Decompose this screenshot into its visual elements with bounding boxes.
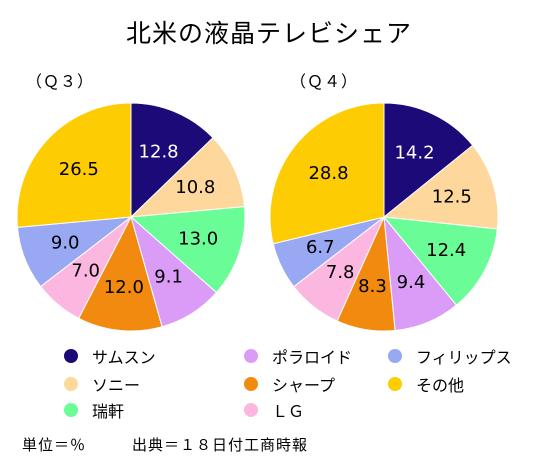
slice-value-label: 9.0	[51, 232, 80, 253]
pie-slice	[16, 102, 132, 228]
legend-label: ソニー	[92, 376, 141, 395]
unit-note: 単位＝％	[22, 436, 87, 454]
slice-value-label: 12.0	[104, 277, 144, 298]
pie-slice	[382, 144, 499, 230]
pie-slice	[78, 215, 163, 332]
pie-slice	[129, 206, 246, 294]
legend-item: サムスン	[64, 345, 156, 367]
slice-value-label: 9.1	[154, 266, 183, 287]
slice-value-label: 28.8	[308, 163, 348, 184]
slice-value-label: 8.3	[358, 276, 387, 297]
slice-value-label: 26.5	[59, 159, 99, 180]
source-note: 出典＝１８日付工商時報	[132, 436, 309, 454]
legend-label: 瑞軒	[92, 402, 125, 421]
legend-item: ソニー	[64, 373, 140, 395]
slice-value-label: 6.7	[306, 237, 335, 258]
legend-item: 瑞軒	[64, 399, 124, 421]
legend-item: フィリップス	[388, 345, 512, 367]
pie-slice	[382, 216, 498, 306]
pie-slice	[130, 102, 214, 219]
pie-q3-label: （Ｑ３）	[26, 72, 95, 91]
legend-label: ＬＧ	[272, 402, 305, 421]
legend-swatch	[64, 403, 78, 417]
slice-value-label: 12.4	[426, 240, 466, 261]
slice-value-label: 12.5	[432, 187, 472, 208]
slice-value-label: 7.8	[326, 262, 355, 283]
legend-item: ポラロイド	[244, 345, 352, 367]
legend-item: シャープ	[244, 373, 335, 395]
pie-slice	[269, 102, 385, 245]
slice-value-label: 7.0	[71, 261, 100, 282]
legend-swatch	[244, 377, 258, 391]
slice-value-label: 12.8	[139, 141, 179, 162]
legend-item: ＬＧ	[244, 399, 304, 421]
legend-swatch	[244, 403, 258, 417]
pie-q3: 12.8 10.8 13.0 9.1 12.07.0 9.0 26.5	[16, 102, 246, 332]
pie-charts: 12.8 10.8 13.0 9.1 12.07.0 9.0 26.5 14.2 12.5 12.…	[16, 102, 499, 332]
legend-swatch	[388, 377, 402, 391]
legend-item: その他	[388, 373, 464, 395]
chart-title: 北米の液晶テレビシェア	[125, 19, 412, 48]
legend-label: ポラロイド	[272, 348, 353, 367]
legend-swatch	[244, 349, 258, 363]
legend-label: その他	[416, 376, 465, 395]
legend-label: フィリップス	[416, 348, 512, 367]
pie-q4: 14.2 12.5 12.49.4 8.37.8 6.7 28.8	[269, 102, 499, 332]
slice-value-label: 14.2	[394, 143, 434, 164]
legend-swatch	[64, 377, 78, 391]
legend-label: シャープ	[272, 376, 336, 395]
slice-value-label: 13.0	[178, 229, 218, 250]
legend: サムスンソニー瑞軒 ポラロイドシャープ ＬＧ フィリップス その他	[64, 345, 534, 425]
legend-swatch	[64, 349, 78, 363]
pie-q4-label: （Ｑ４）	[290, 72, 359, 91]
legend-swatch	[388, 349, 402, 363]
slice-value-label: 9.4	[397, 272, 426, 293]
pie-slice	[383, 102, 474, 219]
pie-slice	[129, 137, 246, 218]
slice-value-label: 10.8	[175, 177, 215, 198]
legend-label: サムスン	[92, 348, 156, 367]
